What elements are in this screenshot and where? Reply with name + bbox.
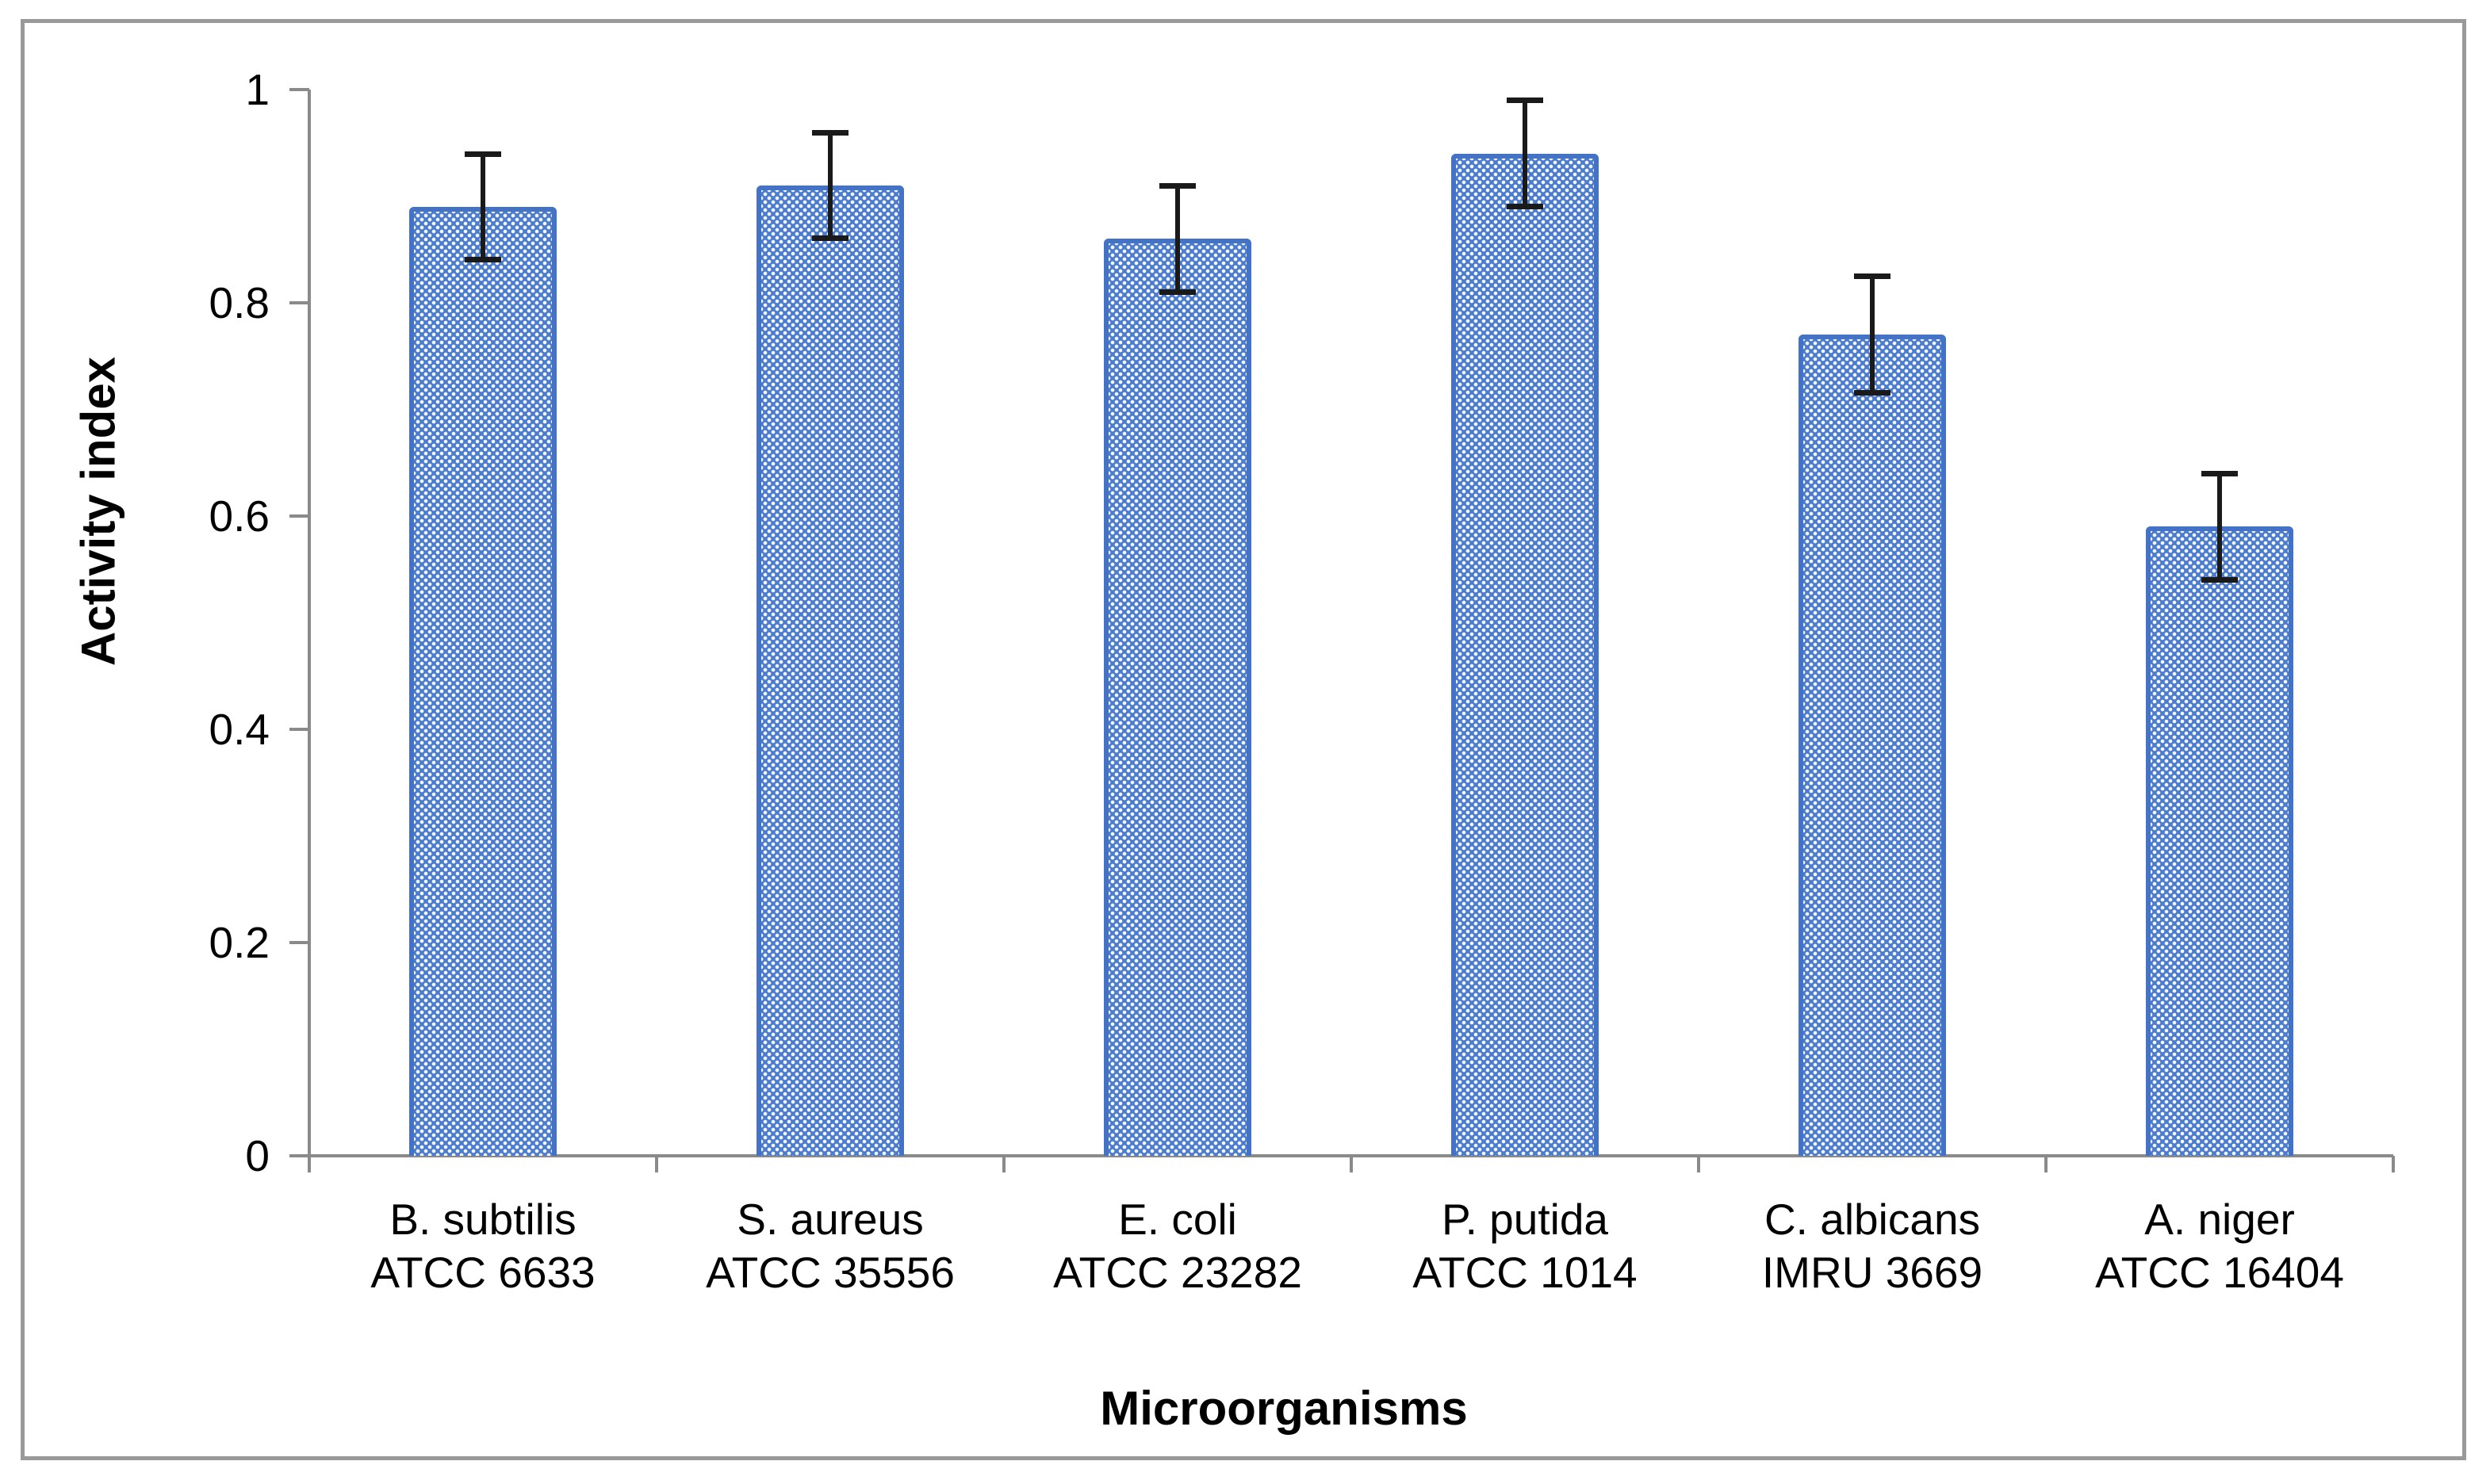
y-tick-mark bbox=[289, 941, 309, 944]
x-tick-mark bbox=[1002, 1156, 1006, 1172]
error-bar-line bbox=[1870, 276, 1875, 394]
error-bar-cap-top bbox=[1159, 183, 1196, 189]
x-category-label: P. putida ATCC 1014 bbox=[1351, 1193, 1699, 1299]
y-axis-title: Activity index bbox=[71, 356, 125, 667]
y-tick-mark bbox=[289, 1154, 309, 1157]
x-category-label: E. coli ATCC 23282 bbox=[1004, 1193, 1351, 1299]
y-tick-mark bbox=[289, 728, 309, 731]
x-category-label-line1: C. albicans bbox=[1764, 1195, 1981, 1244]
bar bbox=[757, 186, 904, 1156]
x-axis-line bbox=[289, 1154, 2393, 1157]
y-tick-label: 0.8 bbox=[209, 278, 270, 327]
x-category-label: B. subtilis ATCC 6633 bbox=[309, 1193, 657, 1299]
error-bar-cap-bottom bbox=[1854, 390, 1890, 396]
x-category-label-line1: E. coli bbox=[1118, 1195, 1237, 1244]
x-category-label: C. albicans IMRU 3669 bbox=[1699, 1193, 2046, 1299]
x-category-label-line2: ATCC 6633 bbox=[370, 1248, 596, 1297]
x-category-label-line2: ATCC 1014 bbox=[1412, 1248, 1638, 1297]
x-category-label-line2: ATCC 16404 bbox=[2095, 1248, 2344, 1297]
y-tick-label: 0.2 bbox=[209, 918, 270, 967]
error-bar-cap-bottom bbox=[2201, 576, 2238, 583]
error-bar-cap-top bbox=[2201, 471, 2238, 477]
error-bar-cap-bottom bbox=[1507, 203, 1543, 209]
y-tick-mark bbox=[289, 514, 309, 518]
x-category-label-line2: IMRU 3669 bbox=[1761, 1248, 1983, 1297]
error-bar-cap-top bbox=[812, 129, 849, 136]
y-axis-line bbox=[308, 90, 311, 1172]
bar bbox=[1799, 335, 1946, 1156]
y-tick-label: 0.6 bbox=[209, 491, 270, 541]
error-bar-cap-bottom bbox=[465, 257, 501, 263]
x-tick-mark bbox=[2044, 1156, 2048, 1172]
bar bbox=[409, 206, 557, 1156]
bar bbox=[1451, 153, 1599, 1156]
x-category-label: A. niger ATCC 16404 bbox=[2046, 1193, 2393, 1299]
y-tick-label: 0.4 bbox=[209, 705, 270, 754]
y-tick-mark bbox=[289, 88, 309, 91]
error-bar-line bbox=[481, 153, 485, 261]
error-bar-line bbox=[1523, 100, 1527, 207]
bar bbox=[2146, 526, 2293, 1156]
error-bar-cap-top bbox=[1507, 98, 1543, 104]
x-category-label-line1: S. aureus bbox=[737, 1195, 924, 1244]
x-category-label-line1: B. subtilis bbox=[389, 1195, 577, 1244]
x-category-label-line2: ATCC 35556 bbox=[706, 1248, 955, 1297]
error-bar-line bbox=[2217, 473, 2222, 580]
error-bar-cap-bottom bbox=[1159, 289, 1196, 295]
error-bar-cap-bottom bbox=[812, 235, 849, 242]
x-tick-mark bbox=[655, 1156, 658, 1172]
x-category-label-line2: ATCC 23282 bbox=[1053, 1248, 1302, 1297]
bar bbox=[1104, 239, 1251, 1156]
y-tick-mark bbox=[289, 301, 309, 304]
x-category-label-line1: A. niger bbox=[2144, 1195, 2295, 1244]
y-tick-label: 0 bbox=[245, 1131, 270, 1180]
x-axis-title: Microorganisms bbox=[1100, 1382, 1468, 1435]
x-category-label: S. aureus ATCC 35556 bbox=[657, 1193, 1004, 1299]
error-bar-cap-top bbox=[1854, 273, 1890, 280]
y-tick-label: 1 bbox=[245, 65, 270, 114]
x-tick-mark bbox=[1350, 1156, 1353, 1172]
x-tick-mark bbox=[2392, 1156, 2395, 1172]
error-bar-cap-top bbox=[465, 151, 501, 157]
x-tick-mark bbox=[1697, 1156, 1700, 1172]
x-category-label-line1: P. putida bbox=[1441, 1195, 1608, 1244]
error-bar-line bbox=[828, 132, 833, 239]
error-bar-line bbox=[1175, 186, 1180, 293]
